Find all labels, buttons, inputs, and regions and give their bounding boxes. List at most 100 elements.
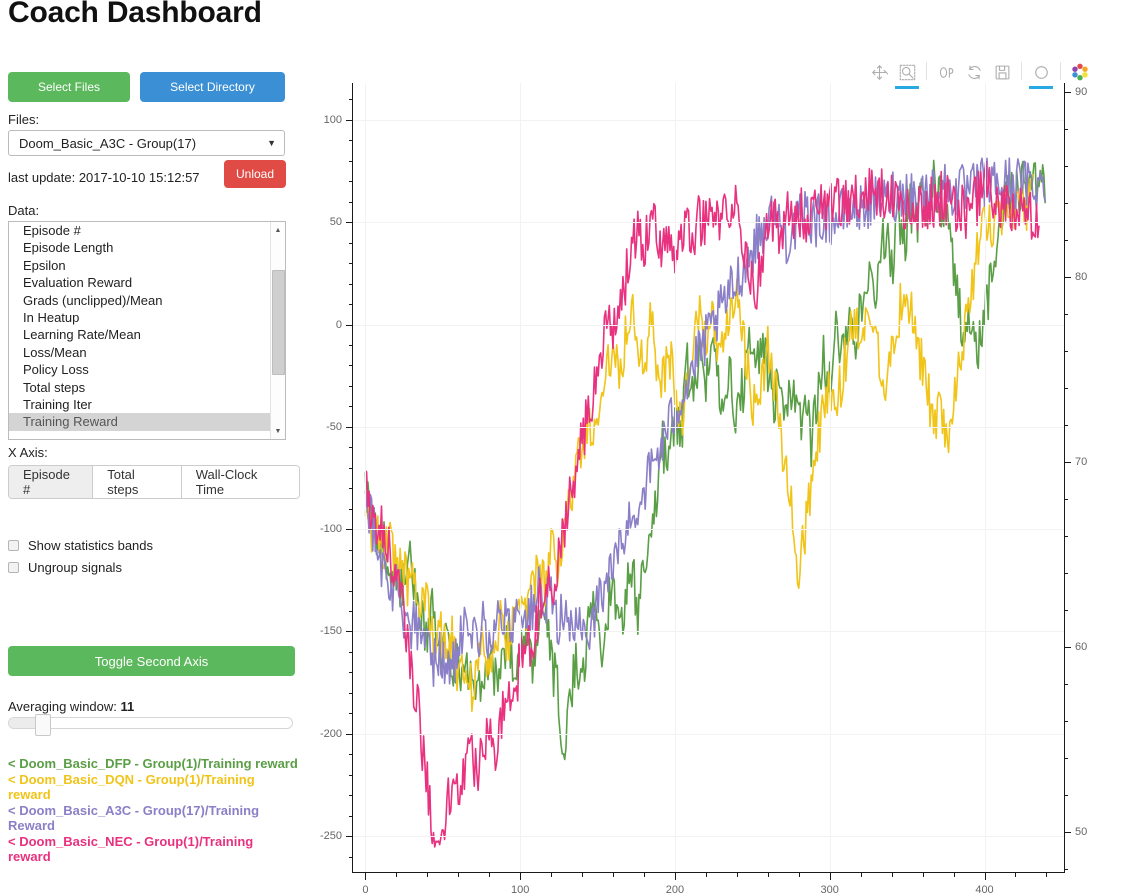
y-tick-minor xyxy=(349,488,353,490)
plot-frame[interactable]: 100 50 0 -50 -100 -150 -200 -250 0 100 200 300 400 xyxy=(320,83,1064,896)
scroll-up-icon[interactable]: ▲ xyxy=(274,226,282,234)
y-tick-minor xyxy=(349,467,353,469)
toolbar-separator xyxy=(926,62,927,80)
ungroup-signals-row[interactable]: Ungroup signals xyxy=(8,560,122,575)
averaging-window-label: Averaging window: 11 xyxy=(8,699,134,714)
ungroup-signals-label: Ungroup signals xyxy=(28,560,122,575)
series-line xyxy=(364,160,1040,848)
files-label: Files: xyxy=(8,112,40,127)
data-option[interactable]: Training Iter xyxy=(23,396,92,412)
files-select[interactable]: Doom_Basic_A3C - Group(17) ▼ xyxy=(8,130,285,156)
y-tick-major xyxy=(346,324,353,326)
data-option[interactable]: Episode # xyxy=(23,223,81,238)
averaging-window-slider[interactable] xyxy=(8,714,293,736)
legend-item[interactable]: < Doom_Basic_DQN - Group(1)/Training rew… xyxy=(8,772,255,802)
y-tick-minor xyxy=(349,344,353,346)
y-tick-major xyxy=(346,529,353,531)
hover-icon[interactable] xyxy=(1027,58,1055,89)
y2-tick-minor xyxy=(1064,536,1068,538)
legend-item[interactable]: < Doom_Basic_NEC - Group(1)/Training rew… xyxy=(8,834,254,864)
data-option[interactable]: Episode Length xyxy=(23,240,114,256)
show-statistics-bands-checkbox[interactable] xyxy=(8,540,19,551)
pan-icon[interactable] xyxy=(865,58,893,86)
gridline-horizontal xyxy=(353,631,1064,633)
y-tick-minor xyxy=(349,713,353,715)
x-tick-minor xyxy=(396,873,398,877)
x-axis-option-0[interactable]: Episode # xyxy=(9,466,94,498)
y-tick-major xyxy=(346,836,353,838)
slider-handle[interactable] xyxy=(35,714,51,736)
data-signal-listbox[interactable]: Episode # Episode Length Epsilon Evaluation… xyxy=(8,221,286,440)
data-list-scrollbar[interactable]: ▲ ▼ xyxy=(270,222,285,439)
bokeh-logo-icon[interactable] xyxy=(1066,58,1094,86)
toggle-second-axis-button[interactable]: Toggle Second Axis xyxy=(8,646,295,676)
legend-item[interactable]: < Doom_Basic_DFP - Group(1)/Training rew… xyxy=(8,756,298,771)
x-axis-option-1[interactable]: Total steps xyxy=(93,466,182,498)
x-tick-minor xyxy=(705,873,707,877)
y-tick-minor xyxy=(349,815,353,817)
x-tick-minor xyxy=(582,873,584,877)
x-tick-minor xyxy=(860,873,862,877)
gridline-vertical xyxy=(984,83,986,872)
plot-toolbar xyxy=(865,56,1094,89)
toolbar-separator xyxy=(1021,62,1022,80)
y2-tick-minor xyxy=(1064,425,1068,427)
legend-list: < Doom_Basic_DFP - Group(1)/Training rew… xyxy=(8,756,298,865)
scroll-down-icon[interactable]: ▼ xyxy=(274,427,282,435)
y-tick-minor xyxy=(349,263,353,265)
scrollbar-thumb[interactable] xyxy=(272,270,285,375)
data-option[interactable]: In Heatup xyxy=(23,309,80,325)
x-tick-minor xyxy=(767,873,769,877)
y2-axis-tick-label: 60 xyxy=(1075,641,1088,654)
data-option[interactable]: Grads (unclipped)/Mean xyxy=(23,292,163,308)
data-option[interactable]: Loss/Mean xyxy=(23,344,87,360)
gridline-horizontal xyxy=(353,733,1064,735)
y-tick-minor xyxy=(349,508,353,510)
select-directory-button[interactable]: Select Directory xyxy=(140,72,285,102)
x-tick-major xyxy=(829,873,831,880)
y2-axis-tick-label: 80 xyxy=(1075,271,1088,284)
wheel-zoom-icon[interactable] xyxy=(932,58,960,86)
save-icon[interactable] xyxy=(988,58,1016,86)
y2-tick-minor xyxy=(1064,795,1068,797)
data-option[interactable]: Epsilon xyxy=(23,257,66,273)
gridline-vertical xyxy=(365,83,367,872)
series-line xyxy=(364,159,1046,761)
data-option[interactable]: Learning Rate/Mean xyxy=(23,327,141,343)
x-axis-option-2[interactable]: Wall-Clock Time xyxy=(181,466,299,498)
y-tick-minor xyxy=(349,181,353,183)
series-line xyxy=(364,173,1034,713)
x-tick-minor xyxy=(643,873,645,877)
y-tick-major xyxy=(346,426,353,428)
box-zoom-icon[interactable] xyxy=(893,58,921,89)
select-files-button[interactable]: Select Files xyxy=(8,72,130,102)
data-option[interactable]: Total steps xyxy=(23,379,86,395)
y-tick-minor xyxy=(349,160,353,162)
x-tick-minor xyxy=(613,873,615,877)
y2-tick-major xyxy=(1064,647,1071,649)
data-option[interactable]: Training Reward xyxy=(9,413,271,431)
show-statistics-bands-label: Show statistics bands xyxy=(28,538,154,553)
y2-tick-minor xyxy=(1064,721,1068,723)
y2-tick-minor xyxy=(1064,758,1068,760)
unload-button[interactable]: Unload xyxy=(224,160,286,188)
gridline-horizontal xyxy=(353,529,1064,531)
files-select-value: Doom_Basic_A3C - Group(17) xyxy=(19,135,197,151)
gridline-vertical xyxy=(674,83,676,872)
chevron-down-icon: ▼ xyxy=(267,138,276,148)
y2-tick-minor xyxy=(1064,573,1068,575)
y-tick-minor xyxy=(349,283,353,285)
ungroup-signals-checkbox[interactable] xyxy=(8,562,19,573)
show-statistics-bands-row[interactable]: Show statistics bands xyxy=(8,538,153,553)
y-tick-minor xyxy=(349,385,353,387)
data-option[interactable]: Policy Loss xyxy=(23,362,89,378)
y-tick-minor xyxy=(349,99,353,101)
control-panel: Select Files Select Directory Files: Doo… xyxy=(0,62,300,881)
legend-item[interactable]: < Doom_Basic_A3C - Group(17)/Training Re… xyxy=(8,803,260,833)
gridline-horizontal xyxy=(353,426,1064,428)
data-option[interactable]: Evaluation Reward xyxy=(23,275,133,291)
tool-active-indicator xyxy=(1029,86,1053,89)
reset-icon[interactable] xyxy=(960,58,988,86)
y2-tick-major xyxy=(1064,462,1071,464)
x-tick-minor xyxy=(551,873,553,877)
